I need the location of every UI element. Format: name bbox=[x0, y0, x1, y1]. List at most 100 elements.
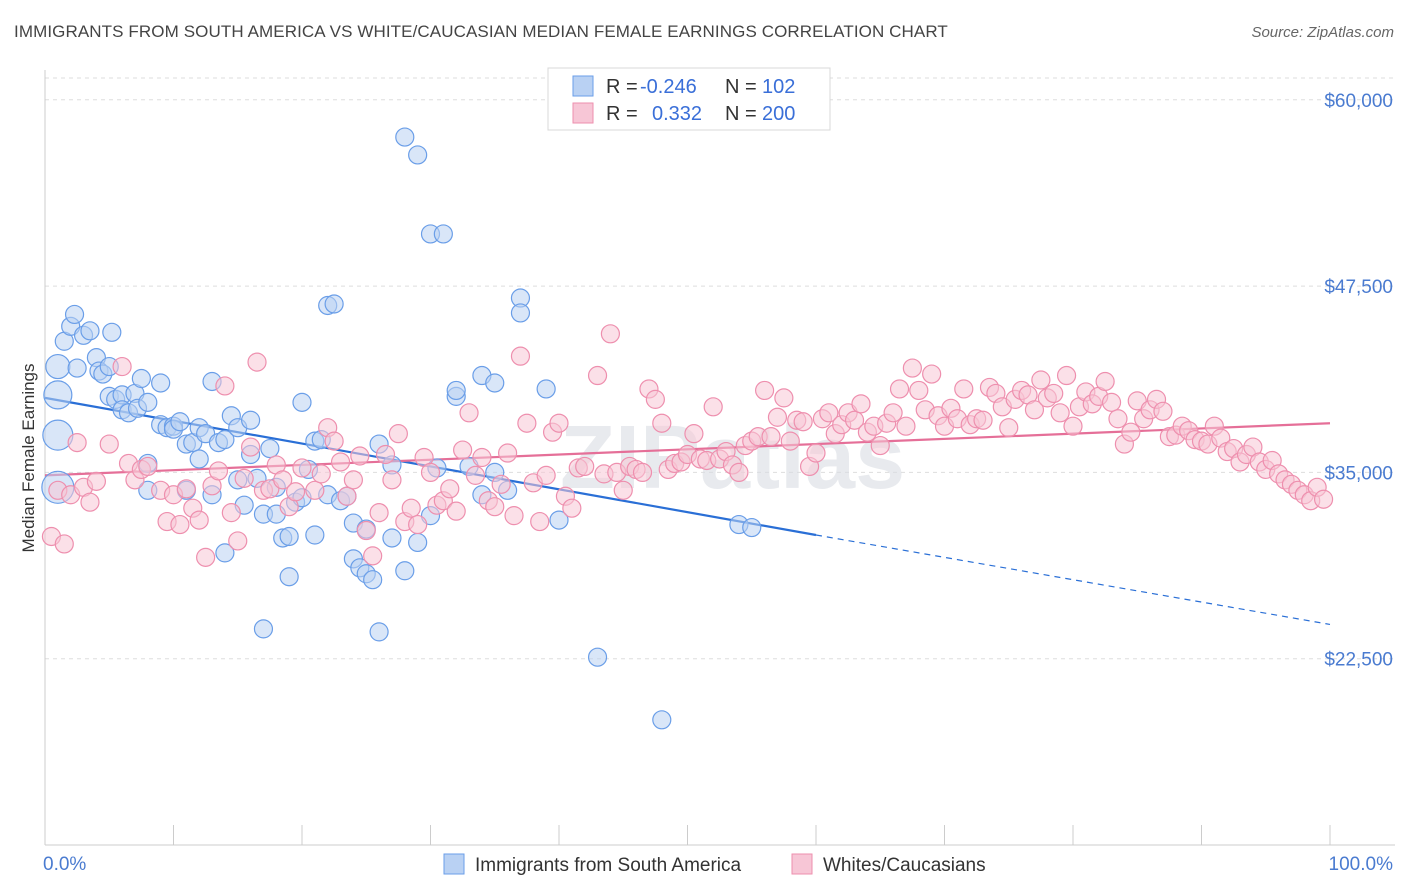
data-points bbox=[41, 108, 1334, 730]
pink-point bbox=[562, 498, 582, 518]
blue-point bbox=[408, 532, 428, 553]
pink-point bbox=[819, 403, 839, 423]
blue-point bbox=[742, 517, 762, 538]
pink-point bbox=[408, 514, 428, 535]
pink-point bbox=[228, 531, 248, 551]
pink-point bbox=[485, 497, 505, 517]
pink-point bbox=[1108, 409, 1128, 429]
pink-point bbox=[806, 443, 826, 463]
pink-point bbox=[189, 510, 209, 530]
legend-blue-n-label: N = bbox=[725, 76, 757, 98]
bottom-legend-swatch-blue bbox=[443, 853, 465, 875]
pink-point bbox=[375, 444, 396, 465]
pink-point bbox=[388, 424, 408, 444]
pink-point bbox=[767, 407, 788, 427]
y-tick-label-0: $22,500 bbox=[1324, 650, 1393, 671]
top-legend: R = -0.246 N = 102 R = 0.332 N = 200 bbox=[547, 67, 831, 131]
blue-point bbox=[80, 321, 100, 341]
pink-point bbox=[645, 389, 665, 409]
pink-point bbox=[86, 471, 107, 491]
pink-point bbox=[575, 456, 595, 477]
blue-point bbox=[536, 379, 556, 399]
blue-point bbox=[382, 528, 402, 548]
pink-point bbox=[491, 474, 511, 494]
pink-point bbox=[851, 394, 871, 414]
pink-point bbox=[1050, 403, 1070, 423]
blue-point bbox=[433, 224, 453, 244]
pink-point bbox=[504, 506, 524, 526]
pink-point bbox=[1056, 365, 1077, 386]
blue-point bbox=[215, 543, 235, 563]
blue-point bbox=[549, 510, 569, 530]
x-tick-label-0: 0.0% bbox=[43, 854, 86, 875]
blue-point bbox=[279, 567, 299, 587]
pink-point bbox=[1024, 400, 1045, 420]
pink-point bbox=[234, 468, 254, 488]
pink-point bbox=[343, 470, 363, 490]
pink-point bbox=[446, 501, 466, 521]
y-tick-label-3: $60,000 bbox=[1324, 91, 1393, 112]
pink-point bbox=[420, 462, 441, 483]
pink-point bbox=[922, 364, 942, 384]
pink-point bbox=[780, 431, 800, 451]
pink-point bbox=[472, 447, 492, 468]
pink-point bbox=[401, 498, 421, 518]
pink-point bbox=[883, 403, 903, 423]
blue-point bbox=[485, 373, 505, 393]
pink-point bbox=[1063, 416, 1083, 436]
bottom-legend-blue-label: Immigrants from South America bbox=[475, 855, 742, 876]
legend-pink-n-value: 200 bbox=[762, 103, 795, 125]
pink-point bbox=[632, 462, 653, 483]
pink-point bbox=[369, 503, 389, 523]
pink-point bbox=[221, 503, 241, 523]
y-axis-label: Median Female Earnings bbox=[19, 364, 38, 553]
pink-point bbox=[453, 440, 473, 460]
pink-point bbox=[311, 464, 331, 484]
blue-point bbox=[395, 127, 415, 147]
legend-pink-r-value: 0.332 bbox=[652, 103, 702, 125]
blue-point bbox=[67, 358, 87, 378]
blue-point bbox=[363, 570, 383, 590]
pink-point bbox=[1031, 370, 1051, 390]
bottom-legend-pink-label: Whites/Caucasians bbox=[823, 855, 986, 876]
pink-point bbox=[350, 446, 370, 466]
x-tick-label-1: 100.0% bbox=[1329, 854, 1394, 875]
pink-point bbox=[215, 376, 235, 396]
blue-point bbox=[189, 449, 209, 469]
pink-point bbox=[337, 486, 357, 506]
pink-point bbox=[208, 461, 229, 481]
blue-point bbox=[260, 438, 280, 459]
legend-blue-r-value: -0.246 bbox=[640, 76, 697, 98]
x-tick-labels: 0.0% 100.0% bbox=[43, 854, 1393, 875]
pink-point bbox=[138, 456, 158, 477]
blue-point bbox=[215, 430, 235, 450]
blue-point bbox=[138, 392, 158, 412]
pink-point bbox=[549, 413, 569, 433]
pink-point bbox=[363, 546, 383, 566]
blue-point bbox=[510, 303, 531, 323]
pink-point bbox=[67, 432, 87, 453]
pink-point bbox=[600, 324, 621, 344]
pink-point bbox=[459, 403, 479, 423]
pink-point bbox=[324, 431, 344, 451]
blue-point bbox=[279, 526, 299, 547]
pink-point bbox=[170, 514, 190, 535]
blue-point bbox=[395, 561, 415, 581]
pink-point bbox=[1101, 392, 1122, 412]
blue-point bbox=[587, 647, 608, 667]
blue-point bbox=[102, 322, 122, 342]
pink-point bbox=[844, 410, 865, 430]
legend-blue-r-label: R = bbox=[606, 76, 638, 98]
pink-point bbox=[703, 397, 723, 417]
pink-point bbox=[498, 443, 518, 463]
blue-point bbox=[253, 619, 274, 639]
blue-point bbox=[64, 304, 85, 325]
pink-point bbox=[196, 547, 216, 567]
pink-point bbox=[382, 470, 402, 490]
legend-swatch-pink bbox=[572, 102, 594, 124]
pink-point bbox=[517, 413, 537, 433]
pink-point bbox=[440, 479, 460, 499]
pink-point bbox=[652, 413, 672, 433]
pink-point bbox=[54, 534, 74, 554]
